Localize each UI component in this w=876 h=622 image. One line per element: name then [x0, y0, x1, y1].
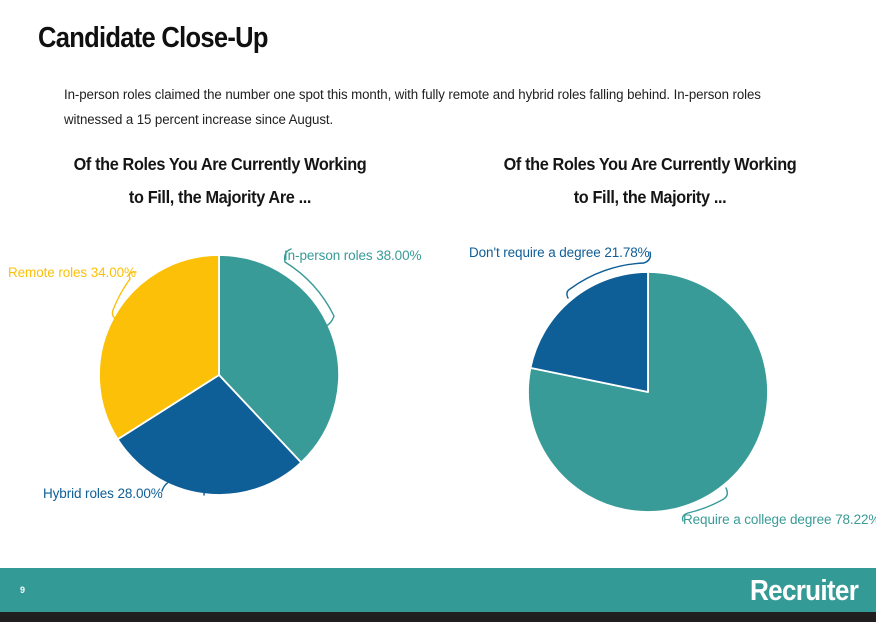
page-number: 9: [20, 585, 26, 595]
slice-label-remote-roles: Remote roles 34.00%: [8, 265, 136, 280]
slice-label-in-person-roles: In-person roles 38.00%: [284, 248, 422, 263]
degree-chart-title: Of the Roles You Are Currently Working t…: [450, 148, 850, 214]
label-leader-lines: [111, 248, 729, 522]
slice-label-dont-require-degree: Don't require a degree 21.78%: [469, 245, 650, 260]
page-subtitle: In-person roles claimed the number one s…: [64, 87, 761, 127]
footer-strip: [0, 612, 876, 622]
roles-chart-title-line2: to Fill, the Majority Are ...: [128, 187, 312, 207]
degree-chart-title-line1: Of the Roles You Are Currently Working: [503, 154, 797, 174]
page-title: Candidate Close-Up: [38, 22, 269, 54]
degree-pie-chart: [527, 271, 769, 513]
roles-chart-title: Of the Roles You Are Currently Working t…: [20, 148, 420, 214]
slice-label-require-degree: Require a college degree 78.22%: [683, 512, 876, 527]
degree-chart-title-line2: to Fill, the Majority ...: [573, 187, 727, 207]
slice-label-hybrid-roles: Hybrid roles 28.00%: [43, 486, 163, 501]
recruiter-logo: Recruiter: [749, 575, 859, 607]
footer-bar: [0, 568, 876, 612]
roles-pie-chart: [98, 254, 340, 496]
roles-chart-title-line1: Of the Roles You Are Currently Working: [73, 154, 367, 174]
